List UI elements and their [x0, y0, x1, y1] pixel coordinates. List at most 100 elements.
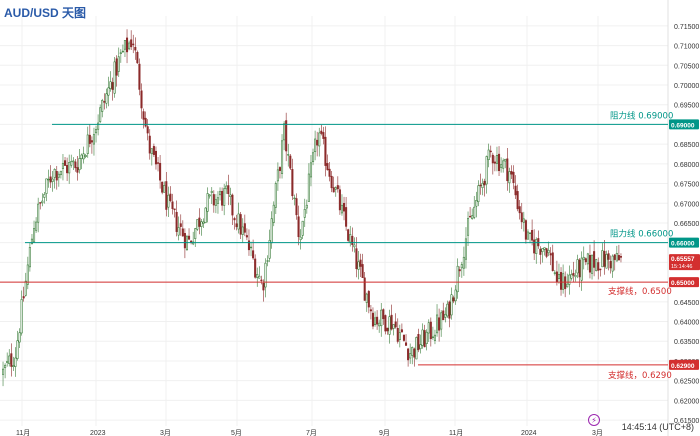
x-tick-label: 11月 — [449, 429, 463, 436]
candle-body — [576, 259, 579, 274]
y-tick-label: 0.71000 — [674, 44, 699, 51]
candle-body — [349, 234, 352, 243]
candle-body — [241, 226, 244, 235]
candle-body — [435, 314, 439, 334]
candle-body — [413, 348, 416, 358]
candle-body — [66, 165, 69, 174]
candle-body — [440, 312, 443, 330]
y-tick-label: 0.61500 — [674, 418, 699, 425]
candle-body — [533, 239, 536, 254]
candle-body — [510, 171, 513, 175]
candle-body — [37, 203, 40, 223]
candle-body — [121, 50, 124, 53]
x-tick-label: 11月 — [16, 429, 30, 436]
candle-body — [111, 82, 114, 90]
candle-body — [417, 334, 420, 351]
candle-body — [568, 274, 571, 285]
candle-body — [421, 329, 424, 346]
candle-body — [514, 185, 517, 196]
candle-body — [138, 63, 141, 90]
y-tick-label: 0.66500 — [674, 221, 699, 228]
candle-body — [117, 56, 120, 72]
candle-body — [500, 164, 503, 168]
candle-body — [243, 223, 246, 233]
candle-body — [74, 161, 77, 169]
candle-body — [130, 39, 133, 48]
candle-body — [382, 309, 385, 320]
candle-body — [584, 258, 587, 263]
candle-body — [76, 167, 79, 173]
candle-body — [390, 314, 393, 330]
candle-body — [586, 253, 589, 265]
resistance-annotation: 阻力线 0.66000 — [610, 229, 673, 240]
candle-body — [188, 235, 191, 240]
candle-body — [402, 334, 406, 341]
alert-icon[interactable]: ⚡ — [588, 414, 600, 426]
candle-body — [326, 163, 329, 171]
candle-body — [200, 221, 203, 227]
candle-body — [225, 185, 228, 190]
candle-body — [448, 301, 451, 319]
candle-body — [526, 231, 530, 240]
candle-body — [396, 328, 399, 342]
candle-body — [419, 344, 422, 350]
candle-body — [483, 180, 486, 186]
candle-body — [190, 240, 193, 243]
resistance-price-badge — [669, 119, 699, 130]
candle-body — [502, 160, 505, 169]
y-tick-label: 0.64500 — [674, 300, 699, 307]
candle-body — [14, 357, 17, 367]
candle-body — [557, 273, 561, 279]
candle-body — [20, 299, 23, 334]
candle-body — [336, 185, 339, 190]
candle-body — [559, 272, 563, 290]
candle-body — [258, 275, 261, 279]
candle-body — [355, 248, 358, 270]
candle-body — [140, 90, 143, 109]
candle-body — [113, 61, 116, 94]
candle-body — [144, 117, 147, 127]
candle-body — [342, 202, 346, 212]
candle-body — [196, 219, 199, 230]
resistance-annotation: 阻力线 0.69000 — [610, 110, 673, 121]
candle-body — [212, 194, 215, 206]
candle-body — [231, 194, 234, 216]
candle-body — [198, 217, 201, 227]
candle-body — [206, 193, 209, 212]
candle-body — [101, 100, 104, 112]
y-tick-label: 0.68000 — [674, 162, 699, 169]
candle-body — [489, 150, 492, 153]
candle-body — [57, 173, 60, 178]
candle-body — [562, 273, 565, 290]
candle-body — [219, 191, 222, 196]
candle-body — [444, 313, 447, 318]
candle-body — [150, 148, 153, 155]
candle-body — [165, 181, 168, 210]
candle-body — [119, 52, 122, 54]
candle-body — [70, 161, 73, 166]
candle-body — [601, 250, 604, 268]
candle-body — [464, 238, 468, 260]
resistance-price-badge-label: 0.69000 — [671, 122, 695, 129]
y-tick-label: 0.64000 — [674, 320, 699, 327]
candle-body — [619, 256, 623, 258]
candle-body — [97, 122, 100, 130]
support-annotation: 支撑线，0.6500 — [608, 286, 672, 297]
candle-body — [185, 236, 189, 251]
candle-body — [299, 236, 302, 241]
x-tick-label: 5月 — [231, 429, 242, 436]
candle-body — [611, 255, 614, 272]
candle-body — [12, 365, 15, 368]
candle-body — [159, 162, 162, 181]
candle-body — [105, 93, 108, 104]
candle-body — [423, 330, 426, 348]
candle-body — [18, 332, 21, 343]
candle-body — [493, 161, 496, 164]
candle-body — [274, 183, 277, 208]
candle-body — [61, 163, 65, 169]
candle-body — [603, 250, 606, 267]
candle-body — [4, 364, 7, 369]
candle-body — [516, 191, 519, 210]
candle-body — [369, 309, 372, 312]
